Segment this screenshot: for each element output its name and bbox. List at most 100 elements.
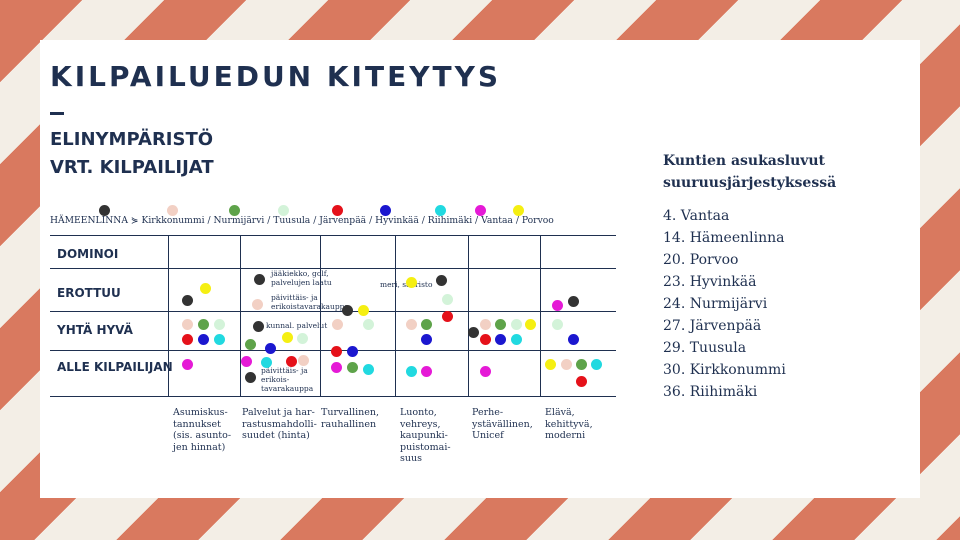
rank-item: 30. Kirkkonummi: [663, 362, 786, 378]
rating-dot: [576, 376, 587, 387]
rating-dot: [495, 319, 506, 330]
title-divider: [50, 112, 64, 115]
grid-line-top: [50, 235, 616, 236]
grid-line-col: [468, 235, 469, 396]
grid-line-col: [240, 235, 241, 396]
row-label-yhta-hyva: YHTÄ HYVÄ: [57, 323, 133, 337]
population-title-line-2: suuruusjärjestyksessä: [663, 175, 837, 191]
rank-item: 4. Vantaa: [663, 208, 730, 224]
legend-dot: [99, 205, 110, 216]
grid-line-row: [50, 268, 616, 269]
rank-item: 20. Porvoo: [663, 252, 739, 268]
slide-subtitle: ELINYMPÄRISTÖ VRT. KILPAILIJAT: [50, 126, 214, 182]
grid-line-row: [50, 311, 616, 312]
rating-dot: [200, 283, 211, 294]
rating-dot: [182, 319, 193, 330]
rating-dot: [436, 275, 447, 286]
rating-dot: [214, 334, 225, 345]
rating-dot: [332, 319, 343, 330]
grid-line-col: [320, 235, 321, 396]
rating-dot: [442, 294, 453, 305]
rating-dot: [254, 274, 265, 285]
rating-dot: [480, 366, 491, 377]
rating-dot: [182, 295, 193, 306]
rating-dot: [406, 277, 417, 288]
rating-dot: [480, 334, 491, 345]
rating-dot: [297, 333, 308, 344]
grid-line-bottom: [50, 396, 616, 397]
rating-dot: [552, 319, 563, 330]
legend-dot: [475, 205, 486, 216]
column-label-housing-costs: Asumiskus- tannukset (sis. asunto- jen h…: [173, 407, 232, 453]
rating-dot: [182, 334, 193, 345]
rating-dot: [363, 364, 374, 375]
rating-dot: [406, 366, 417, 377]
legend-dot: [513, 205, 524, 216]
rating-dot: [511, 319, 522, 330]
rating-dot: [568, 296, 579, 307]
rating-dot: [480, 319, 491, 330]
note-shops-below: päivittäis- ja erikois- tavarakauppa: [261, 366, 314, 393]
rating-dot: [182, 359, 193, 370]
rating-dot: [552, 300, 563, 311]
column-label-services: Palvelut ja har- rastusmahdolli- suudet …: [242, 407, 317, 441]
legend-dot: [278, 205, 289, 216]
rating-dot: [252, 299, 263, 310]
legend-dot: [380, 205, 391, 216]
row-label-erottuu: EROTTUU: [57, 286, 121, 300]
rating-dot: [245, 372, 256, 383]
rating-dot: [358, 305, 369, 316]
note-sports: jääkiekko, golf, palvelujen laatu: [271, 269, 332, 287]
population-title: Kuntien asukasluvut suuruusjärjestyksess…: [663, 150, 836, 194]
rating-dot: [198, 319, 209, 330]
rating-dot: [347, 346, 358, 357]
column-label-family: Perhe- ystävällinen, Unicef: [472, 407, 533, 441]
legend-dot: [332, 205, 343, 216]
note-sea: meri, saaristo: [380, 280, 433, 289]
population-title-line-1: Kuntien asukasluvut: [663, 153, 826, 169]
subtitle-line-1: ELINYMPÄRISTÖ: [50, 129, 214, 150]
note-daily-shops: päivittäis- ja erikoistavarakauppa: [271, 293, 349, 311]
rating-dot: [331, 362, 342, 373]
rating-dot: [511, 334, 522, 345]
rank-item: 14. Hämeenlinna: [663, 230, 785, 246]
rating-dot: [495, 334, 506, 345]
legend-dot: [167, 205, 178, 216]
rating-dot: [261, 357, 272, 368]
rating-dot: [331, 346, 342, 357]
rating-dot: [545, 359, 556, 370]
rating-dot: [363, 319, 374, 330]
rating-dot: [347, 362, 358, 373]
row-label-dominoi: DOMINOI: [57, 247, 119, 261]
rank-item: 36. Riihimäki: [663, 384, 758, 400]
rating-dot: [342, 305, 353, 316]
rank-item: 29. Tuusula: [663, 340, 747, 356]
rating-dot: [298, 355, 309, 366]
grid-line-col: [540, 235, 541, 396]
column-label-vibrant: Elävä, kehittyvä, moderni: [545, 407, 593, 441]
rating-dot: [214, 319, 225, 330]
note-municipal: kunnal. palvelut: [266, 321, 328, 330]
rating-dot: [286, 356, 297, 367]
rating-dot: [406, 319, 417, 330]
rank-item: 23. Hyvinkää: [663, 274, 757, 290]
row-label-alle-kilpailijan: ALLE KILPAILIJAN: [57, 360, 173, 374]
grid-line-col: [395, 235, 396, 396]
slide-card: [40, 40, 920, 498]
rating-dot: [282, 332, 293, 343]
rating-dot: [576, 359, 587, 370]
rating-dot: [421, 319, 432, 330]
column-label-safety: Turvallinen, rauhallinen: [321, 407, 380, 430]
rating-dot: [468, 327, 479, 338]
rating-dot: [561, 359, 572, 370]
rating-dot: [265, 343, 276, 354]
rating-dot: [568, 334, 579, 345]
rating-dot: [421, 366, 432, 377]
rating-dot: [245, 339, 256, 350]
population-rank-list: 4. Vantaa 14. Hämeenlinna 20. Porvoo 23.…: [663, 205, 786, 403]
rating-dot: [421, 334, 432, 345]
slide-title: KILPAILUEDUN KITEYTYS: [50, 60, 502, 93]
legend-dot: [229, 205, 240, 216]
grid-line-col: [168, 235, 169, 396]
rank-item: 27. Järvenpää: [663, 318, 762, 334]
